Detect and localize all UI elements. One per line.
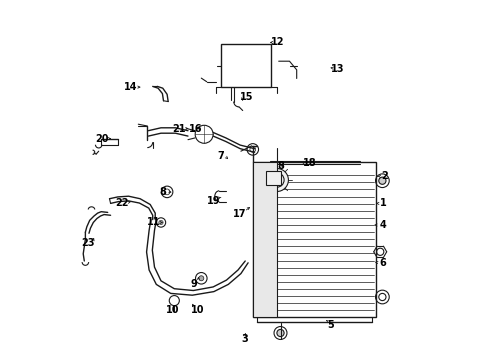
Text: 8: 8 [277, 161, 284, 171]
Bar [253, 162, 375, 317]
Text: 21: 21 [172, 123, 185, 134]
Text: 12: 12 [271, 37, 284, 48]
Text: 10: 10 [190, 305, 204, 315]
Circle shape [276, 329, 284, 337]
Text: 18: 18 [302, 158, 315, 168]
Text: 4: 4 [379, 220, 386, 230]
Bar [265, 171, 280, 185]
Circle shape [159, 220, 163, 225]
Text: 20: 20 [95, 134, 109, 144]
Text: 22: 22 [115, 198, 128, 208]
Text: 23: 23 [81, 238, 95, 248]
Text: 11: 11 [147, 217, 160, 228]
Bar [253, 162, 276, 317]
Circle shape [199, 276, 203, 281]
Text: 10: 10 [165, 305, 179, 315]
Text: 1: 1 [379, 198, 386, 208]
Circle shape [265, 168, 288, 192]
Text: 7: 7 [217, 151, 224, 161]
Circle shape [378, 177, 385, 184]
Text: 3: 3 [241, 334, 247, 344]
Text: 6: 6 [379, 258, 386, 268]
Text: 2: 2 [381, 171, 387, 181]
Text: 9: 9 [190, 279, 197, 289]
Text: 5: 5 [327, 320, 334, 330]
Text: 8: 8 [159, 186, 165, 197]
Text: 16: 16 [189, 123, 202, 134]
Bar [221, 44, 271, 87]
Text: 19: 19 [207, 196, 220, 206]
Text: 15: 15 [239, 92, 252, 102]
Text: 13: 13 [331, 64, 344, 74]
Text: 17: 17 [233, 209, 246, 219]
Text: 14: 14 [124, 82, 138, 92]
